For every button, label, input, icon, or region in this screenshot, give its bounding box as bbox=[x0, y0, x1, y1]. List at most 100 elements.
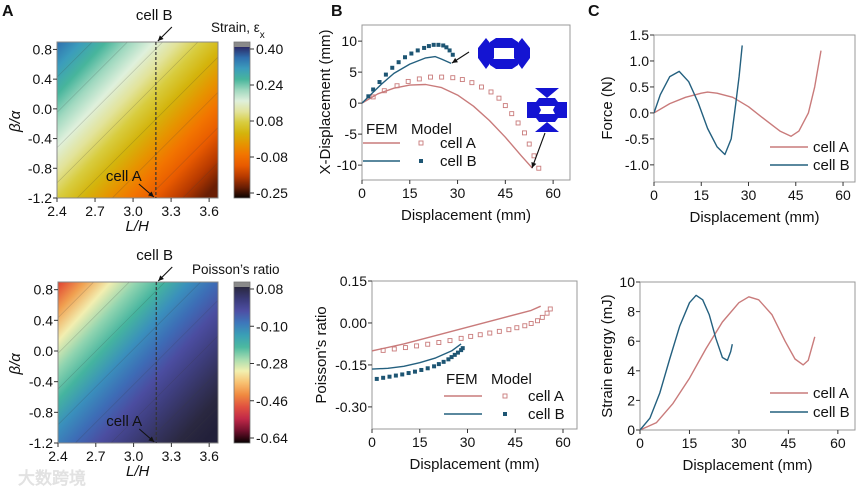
series-line-cell-b bbox=[372, 343, 462, 370]
data-point-cell-a bbox=[425, 341, 431, 347]
data-point-cell-a bbox=[522, 130, 527, 136]
data-point-cell-b bbox=[450, 52, 455, 57]
data-point-cell-a bbox=[458, 335, 464, 341]
x-tick-label: 3.3 bbox=[161, 203, 181, 219]
data-point-cell-b bbox=[371, 87, 376, 92]
data-point-cell-b bbox=[415, 48, 420, 53]
data-point-cell-b bbox=[377, 80, 382, 85]
x-tick-label: 45 bbox=[507, 434, 523, 450]
data-point-cell-a bbox=[509, 111, 515, 117]
x-tick-label: 3.0 bbox=[123, 203, 143, 219]
annotation-cell-b: cell B bbox=[136, 7, 173, 24]
watermark: 大数跨境 bbox=[18, 468, 86, 488]
data-point-cell-b bbox=[460, 346, 465, 351]
x-tick-label: 60 bbox=[830, 435, 846, 451]
legend-header-fem: FEM bbox=[446, 371, 478, 388]
legend-header-fem: FEM bbox=[366, 121, 398, 138]
y-tick-label: 5 bbox=[349, 64, 357, 80]
colorbar: 0.40 0.24 0.08 -0.08 -0.25 Strain, εx bbox=[211, 20, 288, 201]
data-point-cell-a bbox=[528, 321, 534, 326]
data-point-cell-a bbox=[515, 120, 521, 126]
data-point-cell-b bbox=[455, 350, 460, 355]
x-tick-label: 45 bbox=[781, 435, 797, 451]
contour-line bbox=[146, 371, 219, 444]
contour-line bbox=[56, 41, 128, 113]
data-point-cell-a bbox=[416, 76, 422, 82]
y-tick-label: 6 bbox=[627, 333, 635, 349]
colorbar-title-text: Strain, ε bbox=[211, 20, 260, 35]
data-point-cell-b bbox=[431, 42, 436, 47]
data-point-cell-b bbox=[412, 369, 417, 374]
data-point-cell-b bbox=[432, 364, 437, 369]
y-tick-label: 0.4 bbox=[34, 312, 54, 328]
data-point-cell-b bbox=[403, 55, 408, 60]
legend-label: cell B bbox=[813, 404, 850, 421]
series-line-cell-a bbox=[640, 296, 816, 430]
x-axis-label: L/H bbox=[126, 218, 150, 235]
data-point-cell-a bbox=[405, 78, 411, 84]
data-point-cell-b bbox=[422, 45, 427, 50]
y-tick-label: 1.5 bbox=[630, 27, 650, 43]
contour-line bbox=[57, 281, 166, 390]
arrowhead-icon bbox=[148, 191, 154, 197]
legend-label: cell B bbox=[813, 157, 850, 174]
data-point-cell-a bbox=[522, 323, 528, 329]
x-tick-label: 3.0 bbox=[124, 448, 144, 464]
x-tick-label: 2.7 bbox=[85, 203, 105, 219]
data-point-cell-a bbox=[487, 330, 493, 336]
contour-line bbox=[56, 41, 93, 78]
y-tick-label: -0.8 bbox=[28, 160, 52, 176]
data-point-cell-b bbox=[447, 48, 452, 53]
x-axis-label: Displacement (mm) bbox=[401, 207, 531, 224]
colorbar-tick-label: -0.64 bbox=[256, 430, 288, 446]
legend-header-model: Model bbox=[491, 371, 532, 388]
colorbar: 0.08 -0.10 -0.28 -0.46 -0.64 Poisson’s ratio bbox=[192, 262, 288, 446]
data-point-cell-a bbox=[514, 325, 520, 331]
series-line-cell-a bbox=[654, 50, 822, 138]
data-point-cell-a bbox=[414, 343, 420, 349]
data-point-cell-a bbox=[547, 306, 553, 312]
legend-marker-swatch bbox=[503, 412, 507, 416]
data-point-cell-b bbox=[441, 43, 446, 48]
x-tick-label: 60 bbox=[555, 434, 571, 450]
annotation-cell-b: cell B bbox=[136, 247, 173, 264]
data-point-cell-a bbox=[506, 327, 512, 333]
y-tick-label: -0.15 bbox=[335, 357, 367, 373]
y-tick-label: -1.2 bbox=[28, 190, 52, 206]
colorbar-title-text: Poisson’s ratio bbox=[192, 262, 280, 277]
x-tick-label: 3.3 bbox=[162, 448, 182, 464]
annotation-arrows bbox=[138, 26, 546, 443]
data-point-cell-b bbox=[381, 375, 386, 380]
x-tick-label: 2.7 bbox=[86, 448, 106, 464]
legend-label: cell A bbox=[528, 388, 564, 405]
data-point-cell-a bbox=[459, 77, 465, 83]
panel-label-b: B bbox=[331, 3, 343, 20]
y-tick-label: 0.0 bbox=[34, 343, 54, 359]
y-tick-label: 0.0 bbox=[33, 101, 53, 117]
series-line-cell-b bbox=[654, 45, 743, 156]
y-tick-label: 0.15 bbox=[340, 273, 367, 289]
x-tick-label: 45 bbox=[498, 185, 514, 201]
x-tick-label: 0 bbox=[650, 187, 658, 203]
x-tick-label: 60 bbox=[835, 187, 851, 203]
data-point-cell-b bbox=[383, 72, 388, 77]
legend-label: cell A bbox=[813, 139, 849, 156]
x-tick-label: 30 bbox=[741, 187, 757, 203]
data-point-cell-b bbox=[441, 359, 446, 364]
colorbar-tick-label: -0.08 bbox=[256, 149, 288, 165]
data-point-cell-a bbox=[381, 88, 387, 94]
x-tick-label: 30 bbox=[731, 435, 747, 451]
heatmap-field bbox=[58, 282, 218, 443]
y-tick-label: -0.4 bbox=[29, 374, 53, 390]
y-tick-label: 0.8 bbox=[33, 41, 53, 57]
y-tick-label: 0.0 bbox=[630, 105, 650, 121]
data-point-cell-a bbox=[496, 95, 502, 101]
colorbar-tick-label: -0.28 bbox=[256, 356, 288, 372]
x-tick-label: 2.4 bbox=[47, 203, 67, 219]
contour-line bbox=[182, 162, 219, 199]
legend-header-model: Model bbox=[411, 121, 452, 138]
data-point-cell-a bbox=[439, 74, 445, 80]
x-tick-label: 60 bbox=[545, 185, 561, 201]
